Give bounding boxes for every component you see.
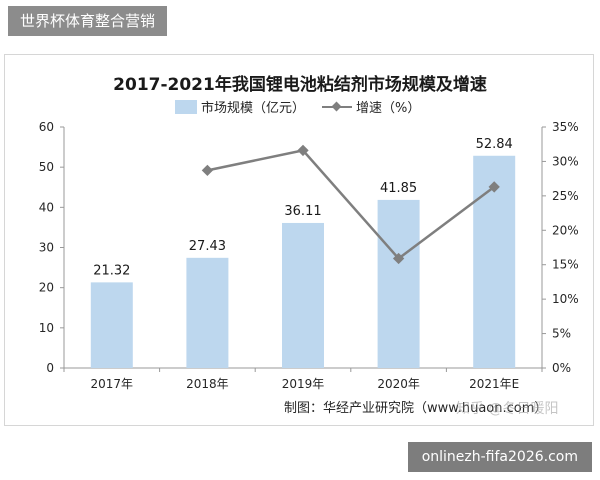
left-tick-label: 40 [39,200,54,214]
watermark: 知乎 @冬日暖阳 [456,401,559,417]
growth-marker [297,144,309,157]
right-tick-label: 30% [552,154,579,168]
right-tick-label: 10% [552,292,579,306]
line-layer [201,144,500,265]
x-tick-label: 2018年 [186,377,229,391]
left-tick-label: 10 [39,321,54,335]
source-note: 制图：华经产业研究院（www.huaon.com） [284,401,547,416]
right-tick-label: 25% [552,189,579,203]
bar [282,222,324,368]
bar-data-label: 41.85 [380,181,417,196]
growth-marker [201,164,214,177]
footer-url: onlinezh-fifa2026.com [407,442,592,472]
legend: 市场规模（亿元） 增速（%） [175,100,420,116]
legend-bar-swatch [175,100,197,114]
bar-data-label: 36.11 [284,204,321,219]
legend-line-marker [331,101,342,112]
right-tick-label: 15% [552,258,579,272]
right-tick-label: 5% [552,327,571,341]
left-tick-label: 30 [39,241,54,255]
growth-marker [488,181,500,193]
right-tick-label: 35% [552,120,579,134]
bars-layer: 21.32 27.43 36.11 41.85 52.84 [90,137,516,368]
x-tick-label: 2019年 [282,377,325,391]
left-tick-label: 20 [39,281,54,295]
left-tick-label: 0 [46,361,54,375]
right-tick-label: 20% [552,223,579,237]
legend-bar-label: 市场规模（亿元） [201,100,305,116]
growth-marker [392,252,405,265]
bar-data-label: 27.43 [189,239,226,254]
bar-data-label: 21.32 [93,263,130,278]
bar [186,257,229,368]
axes: 0 10 20 30 40 50 60 0% 5% 10% 15% 20% 25% 30% 35% 2017年… [39,120,579,391]
bar [377,199,420,368]
growth-line [207,149,495,261]
x-tick-label: 2021年E [469,377,519,391]
right-tick-label: 0% [552,361,571,375]
bar-data-label: 52.84 [476,137,513,152]
left-tick-label: 50 [39,160,54,174]
chart-title: 2017-2021年我国锂电池粘结剂市场规模及增速 [113,74,487,95]
legend-line-label: 增速（%） [356,101,420,116]
x-tick-label: 2017年 [91,377,134,391]
bar [90,282,133,368]
header-tag: 世界杯体育整合营销 [8,6,168,36]
x-tick-label: 2020年 [377,377,420,391]
left-tick-label: 60 [39,120,54,134]
